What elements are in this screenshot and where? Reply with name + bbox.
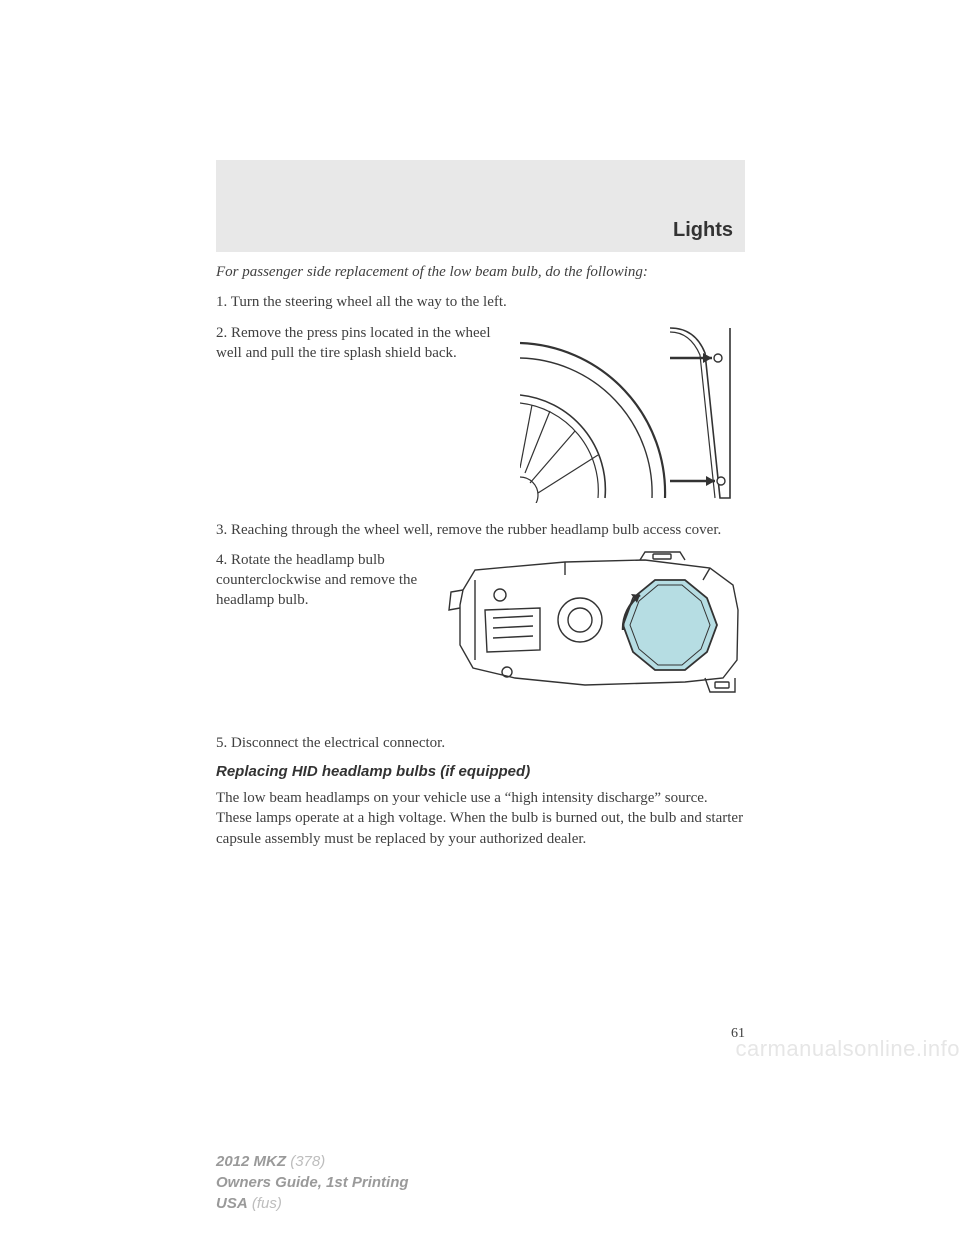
step-1: 1. Turn the steering wheel all the way t… xyxy=(216,292,745,312)
header-block: Lights xyxy=(216,160,745,252)
step-4-row: 4. Rotate the headlamp bulb counterclock… xyxy=(216,550,745,715)
page-number: 61 xyxy=(216,1026,745,1042)
footer-guide: Owners Guide, 1st Printing xyxy=(216,1172,409,1193)
step-2-row: 2. Remove the press pins located in the … xyxy=(216,323,745,508)
figure-wheel-well xyxy=(520,323,745,508)
hid-paragraph: The low beam headlamps on your vehicle u… xyxy=(216,788,745,849)
footer-code: (378) xyxy=(290,1153,325,1170)
footer-fus: (fus) xyxy=(252,1195,282,1212)
figure-headlamp xyxy=(445,550,745,715)
footer: 2012 MKZ (378) Owners Guide, 1st Printin… xyxy=(216,1151,409,1214)
step-5: 5. Disconnect the electrical connector. xyxy=(216,733,745,753)
footer-model: 2012 MKZ xyxy=(216,1153,286,1170)
footer-line-1: 2012 MKZ (378) xyxy=(216,1151,409,1172)
section-title: Lights xyxy=(673,219,733,242)
content-area: For passenger side replacement of the lo… xyxy=(216,262,745,849)
page: Lights For passenger side replacement of… xyxy=(0,0,960,1242)
watermark: carmanualsonline.info xyxy=(735,1036,960,1062)
step-4: 4. Rotate the headlamp bulb counterclock… xyxy=(216,550,445,611)
step-2: 2. Remove the press pins located in the … xyxy=(216,323,520,364)
intro-text: For passenger side replacement of the lo… xyxy=(216,262,745,282)
step-3: 3. Reaching through the wheel well, remo… xyxy=(216,520,745,540)
footer-usa: USA xyxy=(216,1195,248,1212)
footer-line-3: USA (fus) xyxy=(216,1193,409,1214)
subheading-hid: Replacing HID headlamp bulbs (if equippe… xyxy=(216,763,745,780)
